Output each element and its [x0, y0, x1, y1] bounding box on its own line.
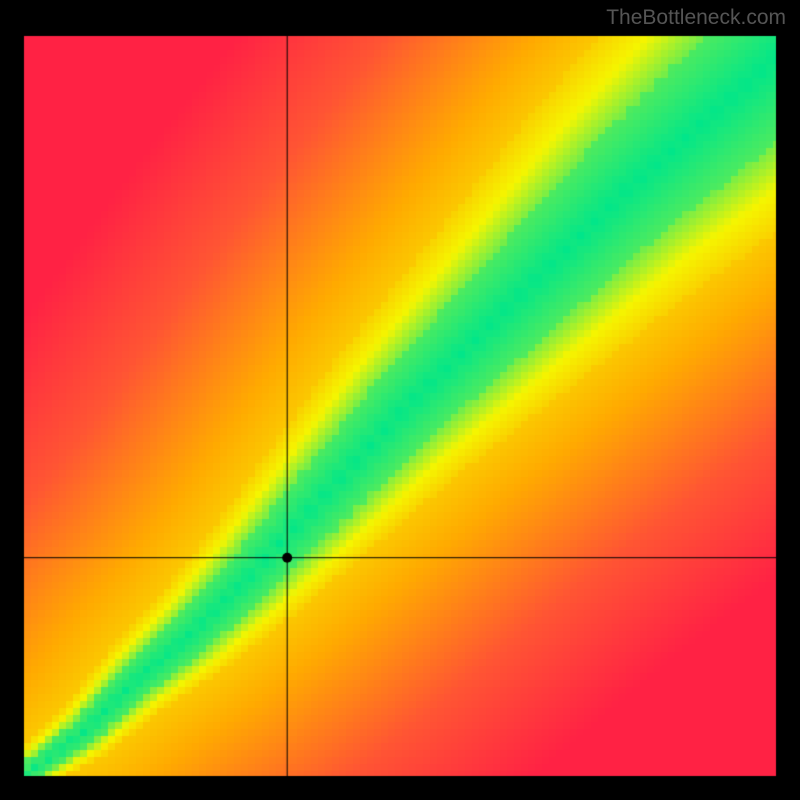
- heatmap-canvas: [0, 0, 800, 800]
- chart-container: TheBottleneck.com: [0, 0, 800, 800]
- watermark-text: TheBottleneck.com: [606, 6, 786, 30]
